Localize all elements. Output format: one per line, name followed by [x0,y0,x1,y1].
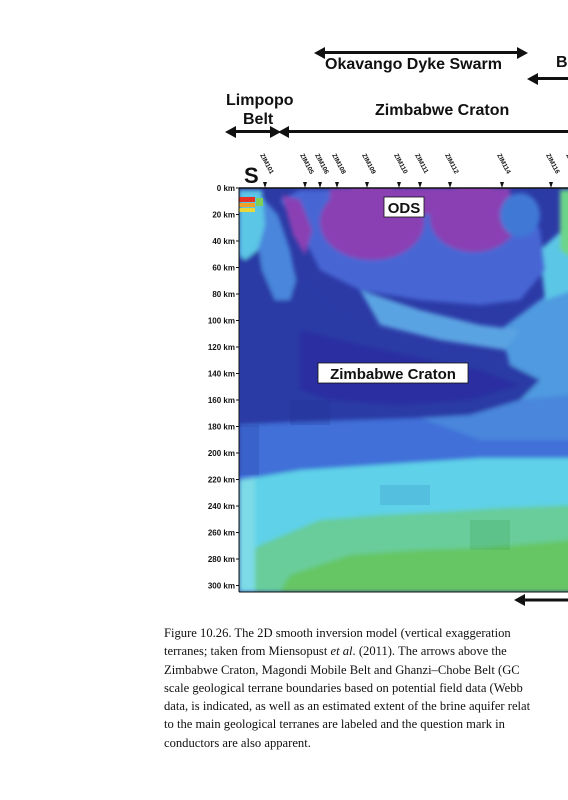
limpopo-arrow-right-head [270,126,281,138]
station-label: ZIM105 [298,153,315,176]
station-marker-icon [303,182,307,188]
station-marker-icon [397,182,401,188]
station-marker-icon [500,182,504,188]
station-label: ZIM101 [258,153,275,176]
mid-blue-band [239,418,568,480]
station-marker-icon [263,182,267,188]
shallow-green-patch [256,198,263,206]
station-marker-icon [318,182,322,188]
zimbabwe-craton-header-label: Zimbabwe Craton [375,102,510,119]
depth-tick-label: 120 km [208,343,235,352]
station-marker-icon [335,182,339,188]
station-marker-icon [549,182,553,188]
station-label: ZIM111 [413,153,429,175]
south-orientation-label: S [244,163,259,188]
station-label: ZIM114 [495,153,512,176]
deep-left-strip [239,470,255,592]
cut-off-arrow-line [535,77,568,80]
station-marker-icon [418,182,422,188]
left-cyan-edge [239,190,265,260]
okavango-dyke-swarm-label: Okavango Dyke Swarm [325,56,502,73]
station-label: ZIM116 [544,153,561,176]
shallow-orange-conductor [239,203,255,207]
station-marker-icon [365,182,369,188]
zimbabwe-arrow-left-head [278,126,289,138]
station-label: ZIM112 [443,153,460,176]
station-label: ZIM110 [392,153,409,176]
caption-line-5: data, is indicated, as well as an estima… [164,699,531,714]
limpopo-small-conductor [282,195,312,255]
depth-tick-label: 200 km [208,449,235,458]
caption-line-2-text: terranes; taken from Miensopust [164,644,331,659]
caption-line-6: to the main geological terranes are labe… [164,717,505,732]
ods-label-box [383,196,425,218]
mesh-block [380,485,430,505]
bottom-arrow-left-head [514,594,525,606]
cut-off-terrane-label: B [556,54,568,71]
station-label: ZIM109 [360,153,377,176]
right-flank-green [560,190,568,256]
station-label: ZIM108 [330,153,347,176]
caption-line-1: Figure 10.26. The 2D smooth inversion mo… [164,626,511,640]
cut-off-arrow-left-head [527,73,538,85]
limpopo-arrow-line [233,130,273,133]
okavango-arrow-right-head [517,47,528,59]
depth-tick-label: 240 km [208,502,235,511]
shallow-red-conductor [239,197,255,202]
depth-tick-label: 280 km [208,555,235,564]
caption-line-7: conductors are also apparent. [164,735,311,750]
craton-label-box [317,362,469,384]
depth-tick-label: 300 km [208,582,235,591]
craton-label: Zimbabwe Craton [330,366,456,383]
limpopo-arrow-left-head [225,126,236,138]
limpopo-belt-label-line2: Belt [243,111,274,128]
depth-tick-label: 0 km [217,184,235,193]
upper-crust-light-band [360,290,520,350]
depth-tick-label: 60 km [212,264,235,273]
mesh-block-overlay [239,400,510,550]
zimbabwe-arrow-line [286,130,568,133]
depth-tick-label: 260 km [208,529,235,538]
mesh-block [239,425,259,475]
depth-axis: 0 km 20 km 40 km 60 km 80 km 100 km 120 km 140 … [208,184,239,591]
mesh-block [470,520,510,550]
depth-tick-label: 40 km [212,237,235,246]
depth-tick-label: 220 km [208,476,235,485]
caption-line-2-italic: et al [330,644,353,659]
mesh-block [290,400,330,425]
station-label: ZIM106 [313,153,330,176]
okavango-arrow-line [322,51,520,54]
caption-line-2: terranes; taken from Miensopust et al. (… [164,642,568,660]
limpopo-belt-label-line1: Limpopo [226,92,294,109]
limpopo-flank-blue [256,195,296,300]
okavango-arrow-left-head [314,47,325,59]
deep-green-layer [280,540,568,592]
depth-tick-label: 100 km [208,317,235,326]
station-marker-icon [448,182,452,188]
depth-tick-label: 140 km [208,370,235,379]
depth-tick-label: 20 km [212,211,235,220]
ods-east-flank [500,193,540,237]
caption-line-3: Zimbabwe Craton, Magondi Mobile Belt and… [164,662,520,677]
ods-label: ODS [388,200,421,217]
figure-caption: Figure 10.26. The 2D smooth inversion mo… [164,624,568,752]
depth-tick-label: 180 km [208,423,235,432]
caption-line-4: scale geological terrane boundaries base… [164,680,523,695]
depth-tick-label: 80 km [212,290,235,299]
mid-right-blue-band [420,395,568,440]
depth-tick-label: 160 km [208,396,235,405]
shallow-yellow-conductor [239,208,255,212]
station-label: ZIM [564,153,568,166]
resistivity-model-image [239,188,568,592]
caption-line-2-tail: . (2011). The arrows above the [352,644,507,659]
